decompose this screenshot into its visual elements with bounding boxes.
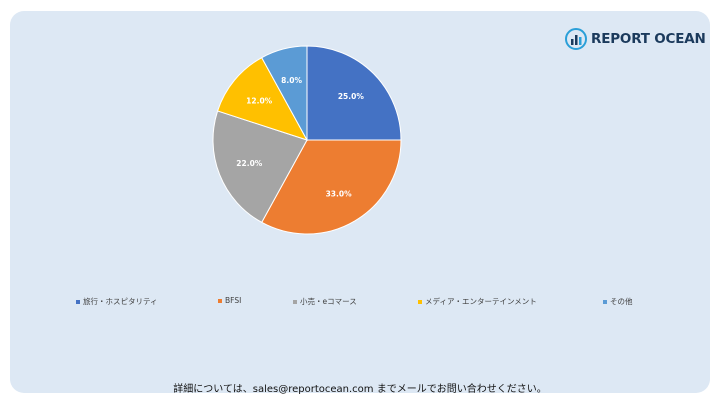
legend-label: 小売・eコマース	[300, 297, 357, 306]
legend-label: 旅行・ホスピタリティ	[83, 297, 158, 306]
pie-slice	[212, 110, 308, 224]
legend-swatch	[218, 298, 222, 303]
brand-logo: REPORT OCEAN	[565, 27, 706, 51]
legend-label: その他	[610, 297, 633, 306]
brand-name: REPORT OCEAN	[591, 31, 706, 47]
legend-swatch	[293, 299, 297, 304]
bar-chart-logo-icon	[565, 28, 587, 50]
legend-item: その他	[603, 296, 633, 307]
legend-item: メディア・エンターテインメント	[418, 296, 537, 307]
chart-legend: 旅行・ホスピタリティ BFSI 小売・eコマース メディア・エンターテインメント その他	[0, 296, 720, 308]
slice-data-label: 33.0%	[326, 189, 353, 198]
pie-slice	[306, 45, 402, 141]
pie-slice	[261, 139, 402, 235]
legend-label: BFSI	[225, 296, 242, 305]
legend-swatch	[603, 299, 607, 304]
slice-data-label: 22.0%	[236, 159, 263, 168]
pie-slice	[261, 45, 308, 141]
legend-item: 小売・eコマース	[293, 296, 357, 307]
pie-slice	[216, 56, 309, 141]
legend-item: BFSI	[218, 296, 241, 305]
legend-label: メディア・エンターテインメント	[425, 297, 537, 306]
footer-contact-text: 詳細については、sales@reportocean.com までメールでお問い合…	[173, 384, 547, 395]
legend-item: 旅行・ホスピタリティ	[76, 296, 158, 307]
legend-swatch	[76, 299, 80, 304]
slice-data-label: 8.0%	[281, 76, 302, 85]
legend-swatch	[418, 299, 422, 304]
slice-data-label: 12.0%	[246, 96, 273, 105]
slice-data-label: 25.0%	[338, 92, 365, 101]
